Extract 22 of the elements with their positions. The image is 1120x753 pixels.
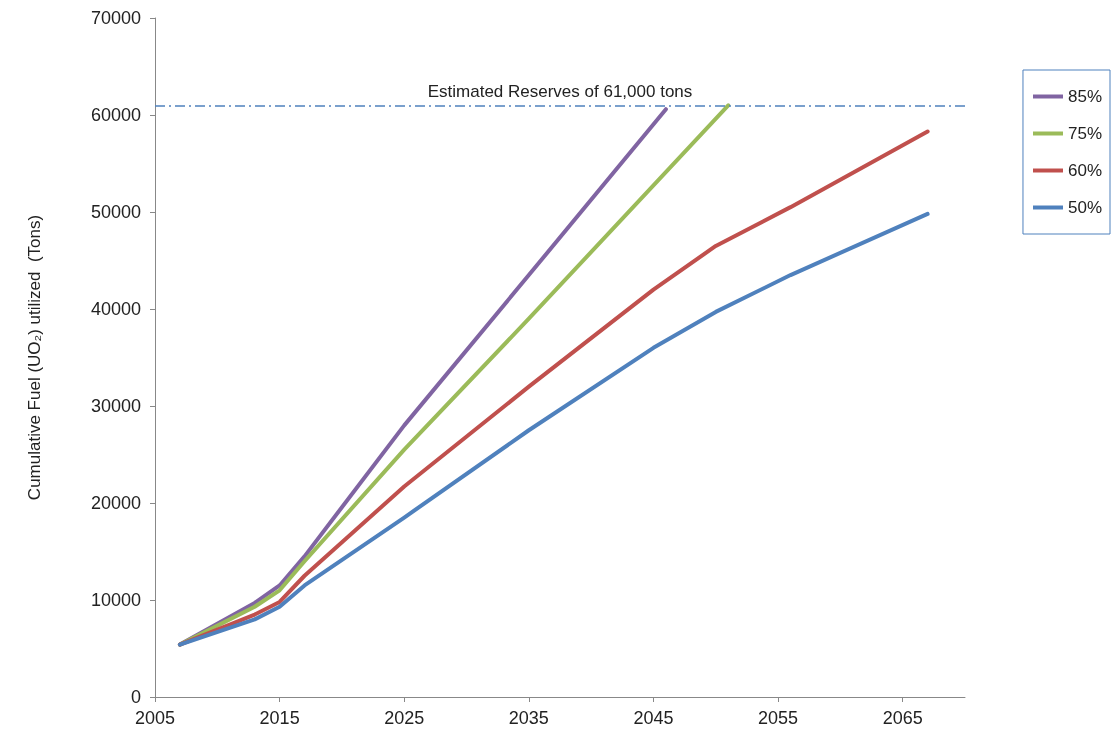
line-series bbox=[177, 211, 930, 647]
y-axis-title: Cumulative Fuel (UO₂) utilized (Tons) bbox=[25, 214, 44, 501]
legend-label: 85% bbox=[1067, 87, 1103, 106]
x-tick-label: 2065 bbox=[882, 708, 923, 728]
y-tick-label: 0 bbox=[130, 687, 141, 707]
x-tick-label: 2035 bbox=[508, 708, 549, 728]
x-tick-label: 2025 bbox=[384, 708, 425, 728]
x-tick-label: 2005 bbox=[134, 708, 176, 728]
legend-label: 50% bbox=[1067, 198, 1103, 217]
legend-label: 60% bbox=[1067, 161, 1103, 180]
y-tick-label: 70000 bbox=[90, 8, 141, 28]
x-tick-label: 2045 bbox=[633, 708, 674, 728]
y-tick-label: 10000 bbox=[90, 590, 141, 610]
y-tick-label: 40000 bbox=[90, 299, 141, 319]
legend-label: 75% bbox=[1067, 124, 1103, 143]
x-tick-label: 2055 bbox=[758, 708, 799, 728]
y-tick-label: 50000 bbox=[90, 202, 141, 222]
ref-line-label: Estimated Reserves of 61,000 tons bbox=[427, 82, 693, 102]
y-tick-label: 30000 bbox=[90, 396, 141, 416]
y-tick-label: 20000 bbox=[90, 493, 141, 513]
y-tick-label: 60000 bbox=[90, 105, 141, 125]
x-tick-label: 2015 bbox=[259, 708, 300, 728]
